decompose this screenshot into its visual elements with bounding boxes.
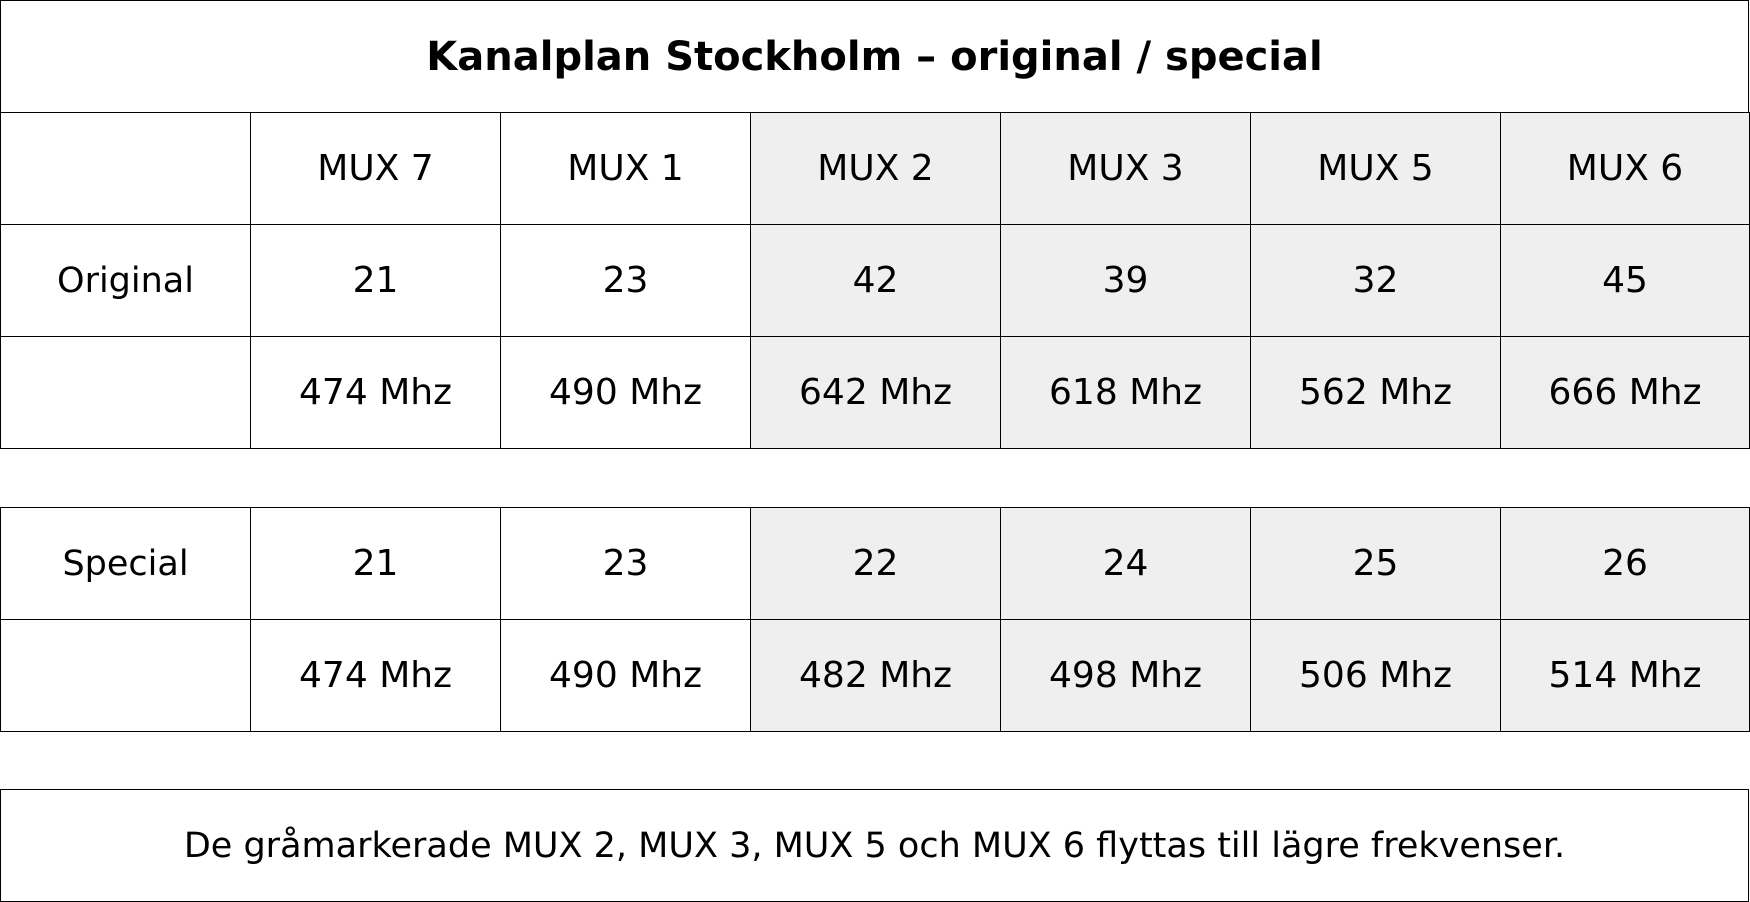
mux-header-cell: MUX 5	[1250, 112, 1501, 225]
frequency-cell: 474 Mhz	[250, 336, 501, 449]
channel-cell: 26	[1500, 507, 1750, 620]
channel-cell: 21	[250, 507, 501, 620]
mux-header-cell: MUX 1	[500, 112, 751, 225]
frequency-cell: 514 Mhz	[1500, 619, 1750, 732]
mux-header-cell: MUX 3	[1000, 112, 1251, 225]
channel-cell: 25	[1250, 507, 1501, 620]
mux-header-cell: MUX 7	[250, 112, 501, 225]
mux-header-cell: MUX 2	[750, 112, 1001, 225]
special-frequency-row: 474 Mhz 490 Mhz 482 Mhz 498 Mhz 506 Mhz …	[0, 619, 1750, 732]
channel-cell: 22	[750, 507, 1001, 620]
frequency-cell: 482 Mhz	[750, 619, 1001, 732]
frequency-cell: 642 Mhz	[750, 336, 1001, 449]
mux-header-cell: MUX 6	[1500, 112, 1750, 225]
row-label-empty	[0, 619, 251, 732]
frequency-cell: 474 Mhz	[250, 619, 501, 732]
channel-cell: 42	[750, 224, 1001, 337]
row-label-original: Original	[0, 224, 251, 337]
frequency-cell: 490 Mhz	[500, 336, 751, 449]
mux-header-row: MUX 7 MUX 1 MUX 2 MUX 3 MUX 5 MUX 6	[0, 112, 1750, 225]
channel-cell: 39	[1000, 224, 1251, 337]
frequency-cell: 498 Mhz	[1000, 619, 1251, 732]
original-channel-table: MUX 7 MUX 1 MUX 2 MUX 3 MUX 5 MUX 6 Orig…	[0, 112, 1750, 449]
channel-cell: 21	[250, 224, 501, 337]
special-channel-table: Special 21 23 22 24 25 26 474 Mhz 490 Mh…	[0, 507, 1750, 732]
channel-cell: 23	[500, 224, 751, 337]
original-frequency-row: 474 Mhz 490 Mhz 642 Mhz 618 Mhz 562 Mhz …	[0, 336, 1750, 449]
row-label-special: Special	[0, 507, 251, 620]
frequency-cell: 490 Mhz	[500, 619, 751, 732]
channel-cell: 45	[1500, 224, 1750, 337]
frequency-cell: 506 Mhz	[1250, 619, 1501, 732]
row-label-empty	[0, 336, 251, 449]
channel-cell: 32	[1250, 224, 1501, 337]
page-title: Kanalplan Stockholm – original / special	[0, 0, 1749, 113]
header-empty-cell	[0, 112, 251, 225]
frequency-cell: 666 Mhz	[1500, 336, 1750, 449]
frequency-cell: 618 Mhz	[1000, 336, 1251, 449]
original-channel-row: Original 21 23 42 39 32 45	[0, 224, 1750, 337]
frequency-cell: 562 Mhz	[1250, 336, 1501, 449]
footnote: De gråmarkerade MUX 2, MUX 3, MUX 5 och …	[0, 789, 1749, 902]
channel-cell: 23	[500, 507, 751, 620]
special-channel-row: Special 21 23 22 24 25 26	[0, 507, 1750, 620]
channel-cell: 24	[1000, 507, 1251, 620]
